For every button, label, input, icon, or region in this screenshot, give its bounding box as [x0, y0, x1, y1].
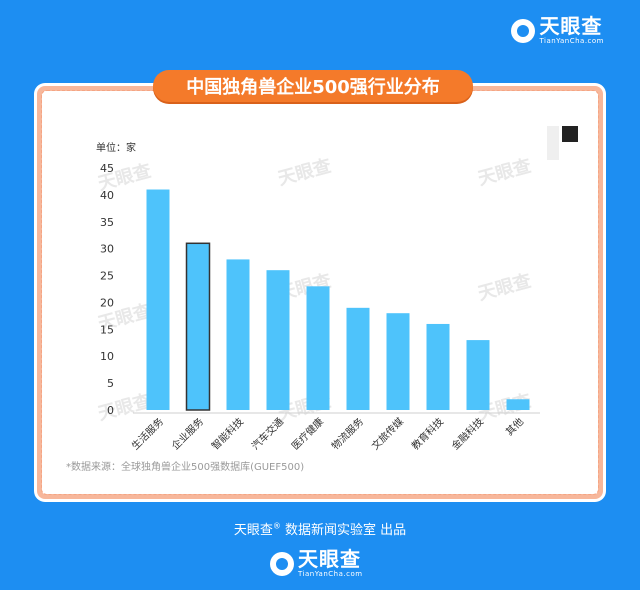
bar-2 — [185, 242, 211, 411]
brand-domain-bottom: TianYanCha.com — [298, 570, 363, 578]
y-tick-label: 45 — [100, 162, 114, 175]
y-axis-ticks: 0 5 10 15 20 25 30 35 40 45 — [100, 162, 114, 417]
y-tick-label: 25 — [100, 270, 114, 283]
legend-swatch — [562, 126, 578, 142]
bar-9 — [466, 340, 490, 410]
x-tick-label: 金融科技 — [449, 415, 486, 452]
legend-placeholder — [547, 126, 559, 160]
y-tick-label: 35 — [100, 216, 114, 229]
brand-logo-bottom: 天眼查 TianYanCha.com — [270, 549, 363, 578]
registered-mark: ® — [272, 521, 281, 531]
bars-group — [146, 189, 530, 411]
brand-name: 天眼查 — [539, 14, 603, 38]
x-tick-label: 汽车交通 — [249, 415, 286, 452]
x-tick-label: 教育科技 — [409, 415, 446, 452]
chart-title: 中国独角兽企业500强行业分布 — [153, 70, 473, 102]
watermark-text: 天眼查 — [476, 270, 534, 305]
source-note: *数据来源：全球独角兽企业500强数据库(GUEF500) — [66, 462, 305, 473]
bar-8 — [426, 323, 450, 410]
x-tick-label: 文旅传媒 — [369, 415, 406, 452]
bar-4 — [266, 270, 290, 410]
bar-10 — [506, 399, 530, 410]
y-tick-label: 20 — [100, 296, 114, 309]
y-tick-label: 0 — [107, 404, 114, 417]
x-tick-label: 物流服务 — [329, 415, 366, 452]
watermark-text: 天眼查 — [276, 155, 334, 190]
bar-1 — [146, 189, 170, 410]
x-tick-label: 企业服务 — [169, 415, 206, 452]
x-axis-labels: 生活服务 企业服务 智能科技 汽车交通 医疗健康 物流服务 文旅传媒 教育科技 金融科技 其他 — [129, 415, 526, 452]
y-tick-label: 5 — [107, 377, 114, 390]
y-tick-label: 40 — [100, 189, 114, 202]
bar-7 — [386, 313, 410, 410]
watermark-text: 天眼查 — [96, 390, 154, 425]
bar-6 — [346, 307, 370, 410]
y-tick-label: 30 — [100, 243, 114, 256]
bar-5 — [306, 286, 330, 410]
tianyancha-logo-icon — [270, 551, 294, 576]
footer-brand: 天眼查 — [233, 523, 273, 538]
brand-name-bottom: 天眼查 — [298, 547, 361, 571]
y-tick-label: 10 — [100, 350, 114, 363]
footer-credit-text: 数据新闻实验室 出品 — [285, 523, 407, 538]
footer-credit: 天眼查® 数据新闻实验室 出品 — [0, 519, 640, 538]
bar-3 — [226, 259, 250, 410]
brand-logo-top: 天眼查 TianYanCha.com — [511, 16, 604, 45]
x-tick-label: 生活服务 — [129, 415, 166, 452]
x-tick-label: 其他 — [503, 415, 526, 438]
unit-label: 单位：家 — [96, 141, 136, 154]
x-tick-label: 智能科技 — [209, 415, 246, 452]
y-tick-label: 15 — [100, 323, 114, 336]
watermark-text: 天眼查 — [476, 155, 534, 190]
brand-domain: TianYanCha.com — [539, 37, 604, 45]
tianyancha-logo-icon — [511, 18, 536, 43]
